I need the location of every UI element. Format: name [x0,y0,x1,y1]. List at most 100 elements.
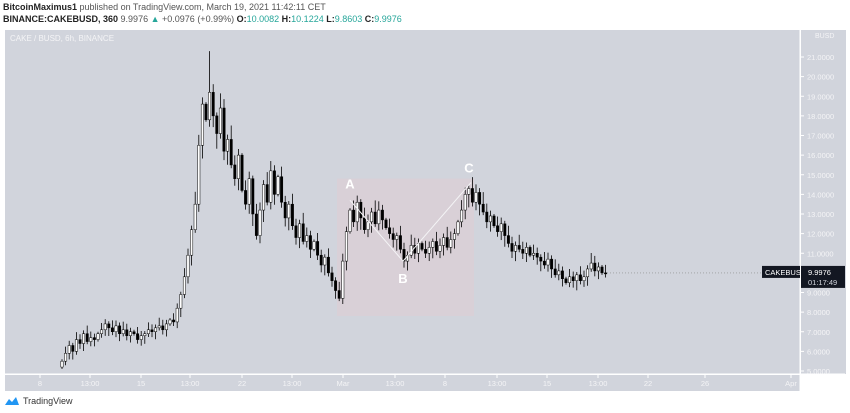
candle-up [121,329,125,334]
y-tick-label: 11.0000 [807,249,834,258]
change: +0.0976 (+0.99%) [162,14,235,24]
candle-down [553,268,557,276]
y-tick-label: 21.0000 [807,53,834,62]
x-tick-label: Apr [785,379,797,388]
axis-unit-label: BUSD [815,33,834,40]
candle-countdown: 01:17:49 [808,278,837,287]
candle-down [560,270,564,280]
candle-down [470,188,474,203]
price-axis [801,30,846,374]
candle-up [438,245,442,252]
y-tick-label: 20.0000 [807,73,834,82]
chart-title: CAKE / BUSD, 6h, BINANCE [10,34,114,43]
x-tick-label: 15 [137,379,145,388]
candle-up [366,221,370,230]
candle-down [161,325,165,331]
candle-up [276,176,280,195]
candle-down [85,333,89,342]
candle-down [384,219,388,228]
candle-up [499,223,503,232]
x-tick-label: 8 [38,379,42,388]
x-tick-label: 13:00 [81,379,100,388]
symbol-info: BINANCE:CAKEBUSD, 360 9.9976 ▲ +0.0976 (… [3,14,402,24]
candle-down [359,201,363,219]
candle-up [114,325,118,332]
candle-up [427,247,431,254]
candle-down [535,253,539,258]
candle-down [352,209,356,223]
c-label: C: [364,14,375,24]
candle-down [539,256,543,262]
candle-down [510,243,514,252]
candle-down [254,213,258,236]
y-tick-label: 9.0000 [807,289,830,298]
author[interactable]: BitcoinMaximus1 [3,2,78,12]
candle-down [564,278,568,283]
candle-down [316,241,320,256]
candle-down [496,225,500,232]
l-label: L: [326,14,335,24]
candle-down [280,176,284,203]
y-tick-label: 19.0000 [807,92,834,101]
candle-up [143,333,147,336]
candle-up [452,233,456,240]
candle-up [474,192,478,203]
candle-up [456,221,460,234]
candle-up [442,237,446,246]
wave-label-b: B [398,271,407,286]
time-axis [5,375,800,391]
candle-down [380,209,384,221]
candle-up [557,270,561,276]
candle-down [125,329,129,336]
candle-down [503,223,507,236]
candle-up [312,241,316,250]
candle-up [344,231,348,262]
candle-down [550,258,554,270]
candle-up [524,247,528,254]
publish-info: BitcoinMaximus1 published on TradingView… [3,2,326,12]
candle-down [78,339,82,344]
candle-down [118,325,122,334]
y-tick-label: 18.0000 [807,112,834,121]
candle-down [402,249,406,262]
o-label: O: [236,14,247,24]
candle-up [348,209,352,232]
candle-down [420,243,424,250]
candle-down [319,254,323,266]
candle-up [175,307,179,323]
candle-down [172,319,176,323]
candle-up [190,229,194,256]
candle-up [575,274,579,281]
candle-up [200,103,204,146]
candle-up [488,215,492,223]
candle-down [521,249,525,254]
candle-down [330,272,334,281]
candle-up [341,260,345,299]
candlestick-chart[interactable]: CAKE / BUSD, 6h, BINANCE BUSD 21.0000 20.00… [0,27,850,392]
candle-down [265,184,269,203]
y-tick-label: 15.0000 [807,171,834,180]
candle-down [136,333,140,340]
candle-up [60,360,64,368]
tradingview-brand: TradingView [4,396,73,406]
candle-up [96,333,100,340]
current-price-label: 9.9976 [808,268,831,277]
candle-down [337,290,341,299]
candle-up [146,329,150,334]
x-tick-label: 26 [701,379,709,388]
candle-down [600,266,604,274]
candle-down [434,241,438,252]
candle-down [272,170,276,195]
x-tick-label: 22 [238,379,246,388]
candle-down [211,92,215,117]
candle-up [164,323,168,331]
candle-down [294,225,298,238]
candle-down [301,223,305,242]
candle-down [485,211,489,223]
candle-down [388,227,392,234]
candle-down [107,323,111,329]
candle-up [269,170,273,203]
candle-down [233,164,237,179]
candle-down [222,107,226,152]
candle-up [82,333,86,344]
